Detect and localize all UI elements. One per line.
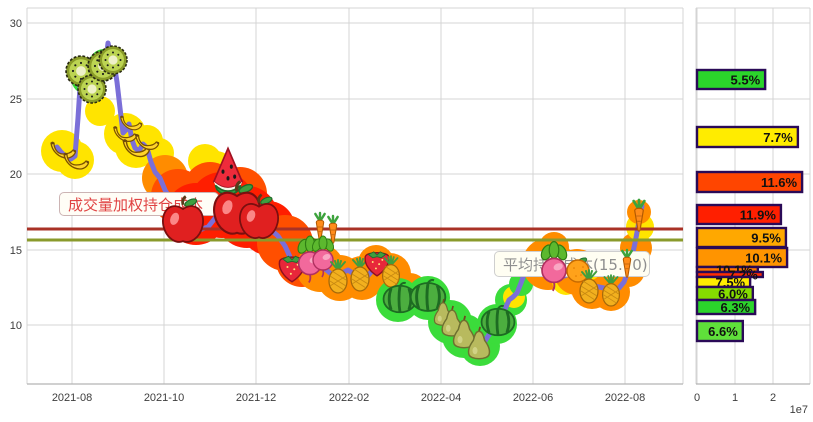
svg-text:1: 1 xyxy=(732,392,738,404)
bar-percentage-label: 5.5% xyxy=(731,73,761,88)
svg-text:2022-02: 2022-02 xyxy=(329,392,369,404)
bar-percentage-label: 6.3% xyxy=(720,300,750,315)
bar-percentage-label: 6.0% xyxy=(718,287,748,302)
svg-text:2: 2 xyxy=(770,392,776,404)
svg-text:2022-06: 2022-06 xyxy=(513,392,553,404)
bar-percentage-label: 7.7% xyxy=(763,130,793,145)
svg-text:15: 15 xyxy=(10,245,22,257)
avg-cost-label-box: 平均持仓成本(15.70) xyxy=(494,251,650,277)
bar-percentage-label: 6.6% xyxy=(708,324,738,339)
svg-text:2021-10: 2021-10 xyxy=(144,392,184,404)
svg-text:25: 25 xyxy=(10,94,22,106)
svg-text:2022-04: 2022-04 xyxy=(421,392,461,404)
vwap-cost-label: 成交量加权持仓成本 xyxy=(68,195,204,214)
distribution-bar xyxy=(695,203,783,226)
distribution-bar xyxy=(695,125,800,149)
distribution-bar xyxy=(695,68,767,91)
svg-text:2021-08: 2021-08 xyxy=(52,392,92,404)
svg-text:2021-12: 2021-12 xyxy=(236,392,276,404)
svg-text:0: 0 xyxy=(694,392,700,404)
svg-text:10: 10 xyxy=(10,320,22,332)
holding-distribution-bars: 5.5%7.7%11.6%11.9%9.5%10.1%10.1%7.2%7.5%… xyxy=(695,68,804,343)
bar-percentage-label: 11.9% xyxy=(740,208,777,223)
bar-percentage-label: 9.5% xyxy=(751,231,781,246)
distribution-bar xyxy=(695,170,804,194)
avg-cost-label: 平均持仓成本(15.70) xyxy=(503,255,648,274)
bar-percentage-label: 10.1% xyxy=(745,251,782,266)
exponent-label: 1e7 xyxy=(790,404,808,416)
vwap-cost-label-box: 成交量加权持仓成本 xyxy=(59,192,219,216)
svg-text:2022-08: 2022-08 xyxy=(605,392,645,404)
bar-percentage-label: 11.6% xyxy=(761,175,798,190)
distribution-bar xyxy=(695,319,745,343)
distribution-bar xyxy=(695,298,757,316)
svg-text:20: 20 xyxy=(10,169,22,181)
gridlines xyxy=(26,7,684,385)
svg-text:30: 30 xyxy=(10,18,22,30)
